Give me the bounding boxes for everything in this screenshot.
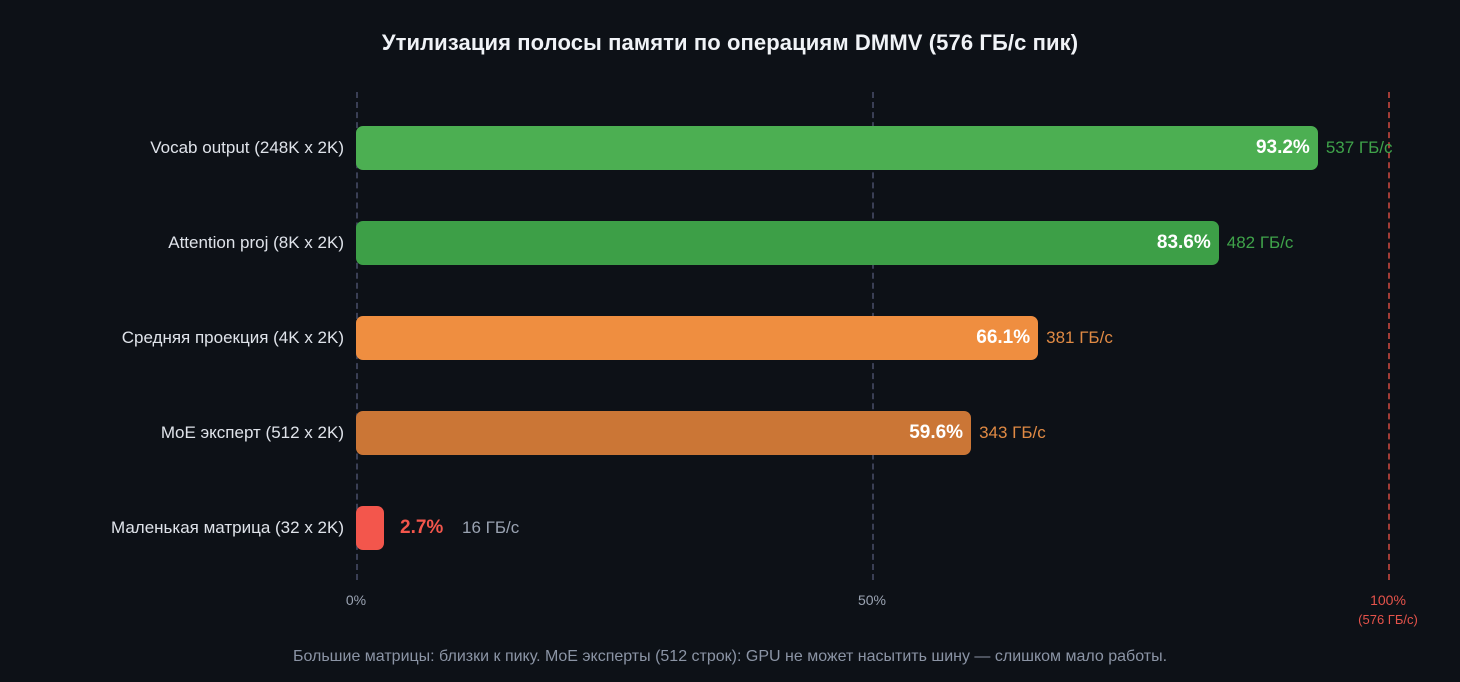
x-tick-value: 0%: [345, 592, 367, 608]
bar-row[interactable]: Средняя проекция (4K x 2K) 66.1% 381 ГБ/с: [0, 316, 1460, 360]
footer-note: Большие матрицы: близки к пику. MoE эксп…: [292, 648, 1168, 665]
bar-bandwidth-label: 16 ГБ/с: [462, 518, 520, 537]
bar-value-label: 83.6%: [1156, 232, 1211, 253]
bar-value-label: 2.7%: [400, 517, 444, 538]
bar-row[interactable]: Attention proj (8K x 2K) 83.6% 482 ГБ/с: [0, 221, 1460, 265]
bar[interactable]: 59.6%: [356, 411, 972, 455]
bar-category-label: Attention proj (8K x 2K): [168, 233, 344, 252]
bar-value-label: 93.2%: [1255, 137, 1310, 158]
bar-category-label: Маленькая матрица (32 x 2K): [110, 518, 344, 537]
bar-category-label: Средняя проекция (4K x 2K): [121, 328, 344, 347]
bar-value-label: 66.1%: [976, 327, 1031, 348]
bar-row[interactable]: Vocab output (248K x 2K) 93.2% 537 ГБ/с: [0, 126, 1460, 170]
bar[interactable]: 93.2%: [356, 126, 1318, 170]
bar-row[interactable]: MoE эксперт (512 x 2K) 59.6% 343 ГБ/с: [0, 411, 1460, 455]
bar-value-label: 59.6%: [909, 422, 964, 443]
bar-bandwidth-label: 381 ГБ/с: [1046, 328, 1113, 347]
bar-bandwidth-label: 343 ГБ/с: [979, 423, 1046, 442]
x-tick-label: 100% (576 ГБ/с): [1358, 592, 1418, 627]
bar-row[interactable]: Маленькая матрица (32 x 2K) 2.7% 16 ГБ/с: [0, 506, 1460, 550]
gridline-peak: [1388, 92, 1390, 580]
bar-category-label: Vocab output (248K x 2K): [150, 138, 344, 157]
bar[interactable]: [356, 506, 384, 550]
bar[interactable]: 66.1%: [356, 316, 1039, 360]
bar-category-label: MoE эксперт (512 x 2K): [160, 423, 344, 442]
bar-bandwidth-label: 482 ГБ/с: [1226, 233, 1294, 252]
x-tick-value: 100%: [1370, 592, 1406, 608]
x-tick-label: 50%: [858, 592, 886, 608]
x-tick-label: 0%: [346, 592, 366, 608]
chart-title: Утилизация полосы памяти по операциям DM…: [381, 30, 1079, 55]
x-tick-sublabel: (576 ГБ/с): [1358, 612, 1418, 627]
x-tick-value: 50%: [857, 592, 887, 608]
bar-bandwidth-label: 537 ГБ/с: [1325, 138, 1393, 157]
bar[interactable]: 83.6%: [356, 221, 1219, 265]
